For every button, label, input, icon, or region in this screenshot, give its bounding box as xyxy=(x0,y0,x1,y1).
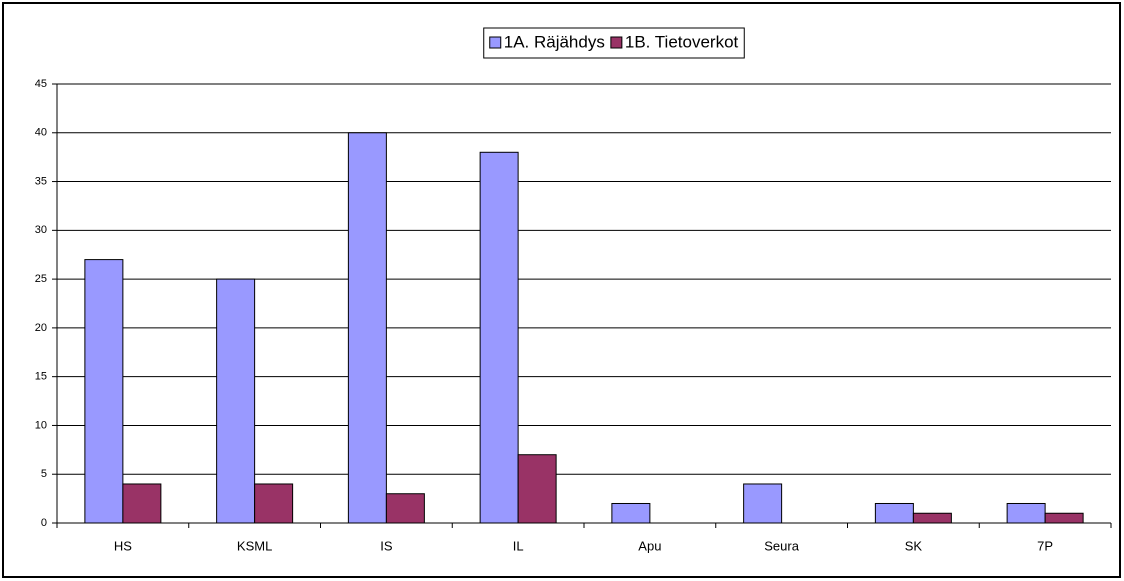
bar xyxy=(743,483,783,524)
bar xyxy=(517,454,557,524)
bar xyxy=(874,502,914,524)
y-tick-label: 5 xyxy=(41,468,47,480)
bar xyxy=(912,512,952,524)
bar xyxy=(216,278,256,524)
x-tick-label: Apu xyxy=(638,538,661,553)
bar xyxy=(122,483,162,524)
y-tick-label: 40 xyxy=(35,127,47,139)
y-tick-label: 15 xyxy=(35,371,47,383)
x-tick-label: IL xyxy=(513,538,524,553)
y-tick-label: 35 xyxy=(35,175,47,187)
y-tick-label: 10 xyxy=(35,419,47,431)
legend-label: 1B. Tietoverkot xyxy=(625,32,739,51)
x-tick-label: IS xyxy=(380,538,393,553)
x-tick-label: HS xyxy=(114,538,132,553)
legend-swatch xyxy=(610,36,623,49)
bar xyxy=(611,502,651,524)
x-tick-label: KSML xyxy=(237,538,272,553)
y-tick-label: 30 xyxy=(35,224,47,236)
bar xyxy=(254,483,294,524)
x-tick-label: 7P xyxy=(1037,538,1053,553)
y-tick-label: 25 xyxy=(35,273,47,285)
legend-label: 1A. Räjähdys xyxy=(504,32,605,51)
y-tick-label: 20 xyxy=(35,322,47,334)
bar xyxy=(1006,502,1046,524)
x-tick-label: Seura xyxy=(764,538,799,553)
bar xyxy=(347,132,387,524)
bar xyxy=(1044,512,1084,524)
bar xyxy=(84,259,124,524)
y-tick-label: 45 xyxy=(35,78,47,90)
x-tick-label: SK xyxy=(905,538,923,553)
legend-swatch xyxy=(489,36,502,49)
y-tick-label: 0 xyxy=(41,517,47,529)
bar xyxy=(385,493,425,524)
bar xyxy=(479,151,519,524)
